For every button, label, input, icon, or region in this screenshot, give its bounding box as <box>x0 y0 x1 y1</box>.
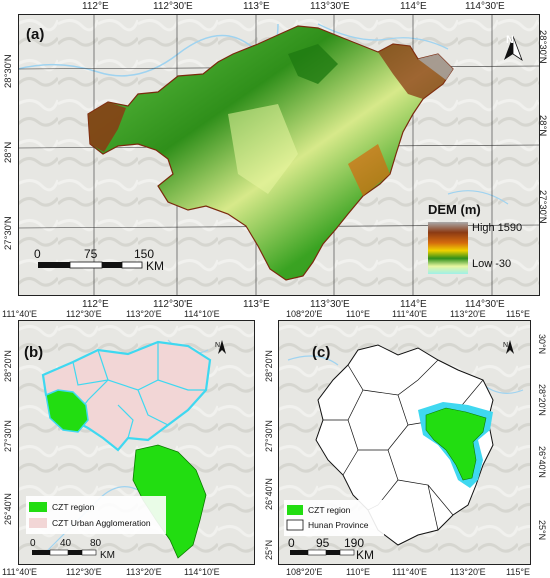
scale-b-label-2: 80 <box>90 538 102 549</box>
legend-label-hunan: Hunan Province <box>308 520 369 530</box>
a-right-tick-2: 27°30'N <box>537 190 548 224</box>
peak-northeast <box>418 54 453 80</box>
c-bottom-tick-1: 110°E <box>346 567 370 577</box>
b-left-tick-1: 27°30'N <box>3 420 13 452</box>
b-top-tick-1: 112°30'E <box>66 309 102 319</box>
a-top-tick-3: 113°30'E <box>310 1 350 12</box>
c-bottom-tick-4: 115°E <box>506 567 530 577</box>
north-arrow <box>506 340 514 354</box>
c-left-tick-3: 25°N <box>264 539 274 560</box>
north-letter: N <box>506 34 514 46</box>
c-right-tick-3: 25°N <box>537 520 547 541</box>
north-letter: N <box>503 342 509 349</box>
legend-swatch-agglomeration <box>29 518 47 528</box>
legend-label-agglomeration: CZT Urban Agglomeration <box>52 518 151 528</box>
river <box>317 23 449 50</box>
c-bottom-tick-3: 113°20'E <box>450 567 486 577</box>
dem-legend-high: High 1590 <box>472 222 523 234</box>
c-left-tick-1: 27°30'N <box>264 420 274 452</box>
c-right-tick-0: 30°N <box>537 334 547 355</box>
c-bottom-tick-0: 108°20'E <box>286 567 323 577</box>
c-bottom-tick-2: 111°40'E <box>392 567 428 577</box>
a-bottom-tick-2: 113°E <box>243 299 270 310</box>
c-top-tick-3: 113°20'E <box>450 309 486 319</box>
a-right-tick-0: 28°30'N <box>537 30 548 64</box>
c-right-tick-2: 26°40'N <box>537 446 547 478</box>
highland-east <box>348 144 390 196</box>
scale-bar-a <box>38 261 143 269</box>
a-top-tick-5: 114°30'E <box>465 1 505 12</box>
b-bottom-tick-3: 114°10'E <box>184 567 220 577</box>
legend-label-czt: CZT region <box>308 505 351 515</box>
agglomeration-map-canvas <box>18 320 255 565</box>
c-left-tick-2: 26°40'N <box>264 478 274 510</box>
a-top-tick-2: 113°E <box>243 1 270 12</box>
a-left-tick-0: 28°30'N <box>3 54 14 88</box>
c-left-tick-0: 28°20'N <box>264 350 274 382</box>
forest-north <box>288 44 338 84</box>
scale-bar-b <box>32 549 97 556</box>
scale-c-unit: KM <box>356 548 374 562</box>
c-top-tick-4: 115°E <box>506 309 530 319</box>
a-right-tick-1: 28°N <box>537 115 548 137</box>
a-top-tick-4: 114°E <box>400 1 427 12</box>
b-left-tick-0: 28°20'N <box>3 350 13 382</box>
c-top-tick-2: 111°40'E <box>392 309 428 319</box>
legend-swatch-czt <box>287 505 303 515</box>
panel-c-label: (c) <box>312 344 331 361</box>
dem-legend-ramp <box>428 222 468 274</box>
panel-c-hunan-map: (c) N CZT region Hunan Province 0 95 190… <box>278 320 531 565</box>
dem-map-canvas <box>18 14 540 296</box>
north-letter: N <box>215 342 221 349</box>
b-bottom-tick-1: 112°30'E <box>66 567 102 577</box>
scale-a-label-2: 150 <box>134 247 155 261</box>
panel-a-dem-map: (a) N DEM (m) High 1590 Low -30 0 75 150… <box>18 14 540 296</box>
a-bottom-tick-4: 114°E <box>400 299 427 310</box>
legend-swatch-czt <box>29 502 47 512</box>
panel-b-agglomeration-map: (b) N CZT region CZT Urban Agglomeration… <box>18 320 255 565</box>
a-left-tick-2: 27°30'N <box>3 216 14 250</box>
scale-a-label-1: 75 <box>84 247 98 261</box>
a-top-tick-1: 112°30'E <box>153 1 193 12</box>
c-right-tick-1: 28°20'N <box>537 384 547 416</box>
legend-swatch-hunan <box>286 519 304 531</box>
dem-legend-low: Low -30 <box>472 258 512 270</box>
a-bottom-tick-0: 112°E <box>82 299 109 310</box>
a-left-tick-1: 28°N <box>3 141 14 163</box>
scale-b-unit: KM <box>100 550 115 561</box>
a-bottom-tick-5: 114°30'E <box>465 299 505 310</box>
b-top-tick-3: 114°10'E <box>184 309 220 319</box>
scale-b-label-1: 40 <box>60 538 72 549</box>
lowland-center <box>228 104 298 194</box>
scale-c-label-1: 95 <box>316 536 330 550</box>
scale-b-label-0: 0 <box>30 538 36 549</box>
scale-bar-c <box>290 549 355 556</box>
panel-b-label: (b) <box>24 344 44 361</box>
czt-region-west <box>45 389 89 433</box>
panel-a-label: (a) <box>26 26 45 43</box>
dem-legend-title: DEM (m) <box>428 202 481 217</box>
c-top-tick-1: 110°E <box>346 309 370 319</box>
river <box>447 190 509 205</box>
hunan-map-canvas <box>278 320 531 565</box>
a-top-tick-0: 112°E <box>82 1 109 12</box>
north-arrow <box>218 340 226 354</box>
b-top-tick-0: 111°40'E <box>2 309 38 319</box>
scale-a-unit: KM <box>146 259 164 273</box>
highland-west <box>88 102 126 152</box>
scale-a-label-0: 0 <box>34 247 41 261</box>
a-bottom-tick-1: 112°30'E <box>153 299 193 310</box>
czt-region-fill <box>425 407 487 481</box>
scale-c-label-0: 0 <box>288 536 295 550</box>
b-left-tick-2: 26°40'N <box>3 493 13 525</box>
b-bottom-tick-0: 111°40'E <box>2 567 38 577</box>
scale-c-label-2: 190 <box>344 536 365 550</box>
b-bottom-tick-2: 113°20'E <box>126 567 162 577</box>
b-top-tick-2: 113°20'E <box>126 309 162 319</box>
c-top-tick-0: 108°20'E <box>286 309 323 319</box>
legend-label-czt: CZT region <box>52 502 95 512</box>
north-arrow <box>504 35 523 62</box>
a-bottom-tick-3: 113°30'E <box>310 299 350 310</box>
